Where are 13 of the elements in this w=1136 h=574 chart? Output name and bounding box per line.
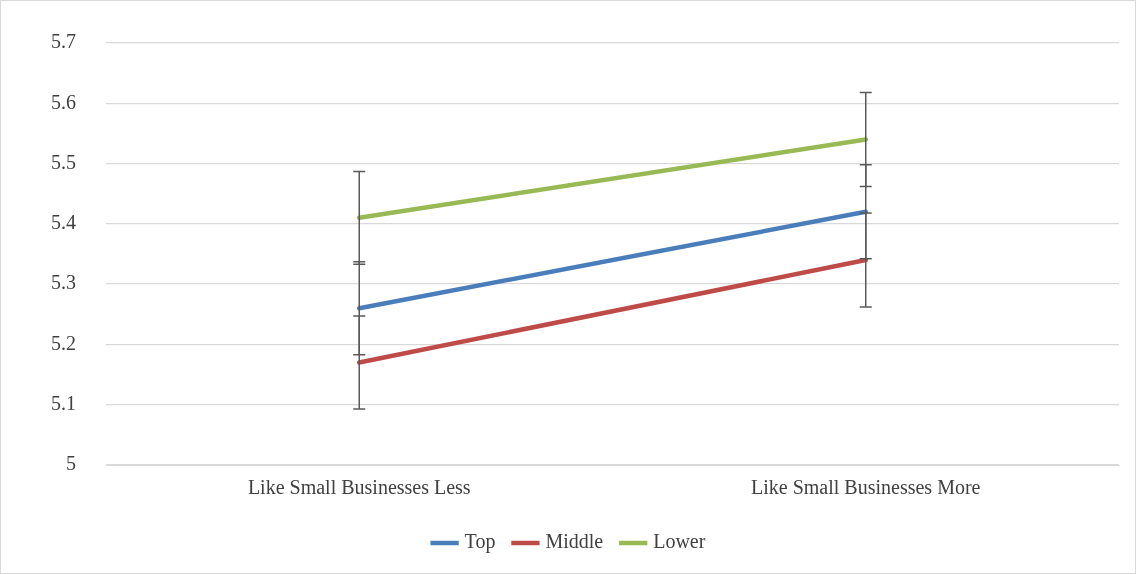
y-tick-label: 5.5 <box>51 150 76 173</box>
y-tick-label: 5 <box>66 452 76 475</box>
y-tick-label: 5.1 <box>51 391 76 414</box>
y-tick-label: 5.4 <box>51 211 76 234</box>
legend-label: Middle <box>545 530 604 553</box>
x-tick-label: Like Small Businesses Less <box>247 476 471 499</box>
y-tick-label: 5.3 <box>51 271 76 294</box>
y-tick-label: 5.7 <box>51 30 76 53</box>
y-tick-label: 5.2 <box>51 331 76 354</box>
legend-label: Lower <box>653 530 706 553</box>
y-tick-label: 5.6 <box>51 90 76 113</box>
x-tick-label: Like Small Businesses More <box>751 476 981 499</box>
legend-label: Top <box>464 530 496 554</box>
